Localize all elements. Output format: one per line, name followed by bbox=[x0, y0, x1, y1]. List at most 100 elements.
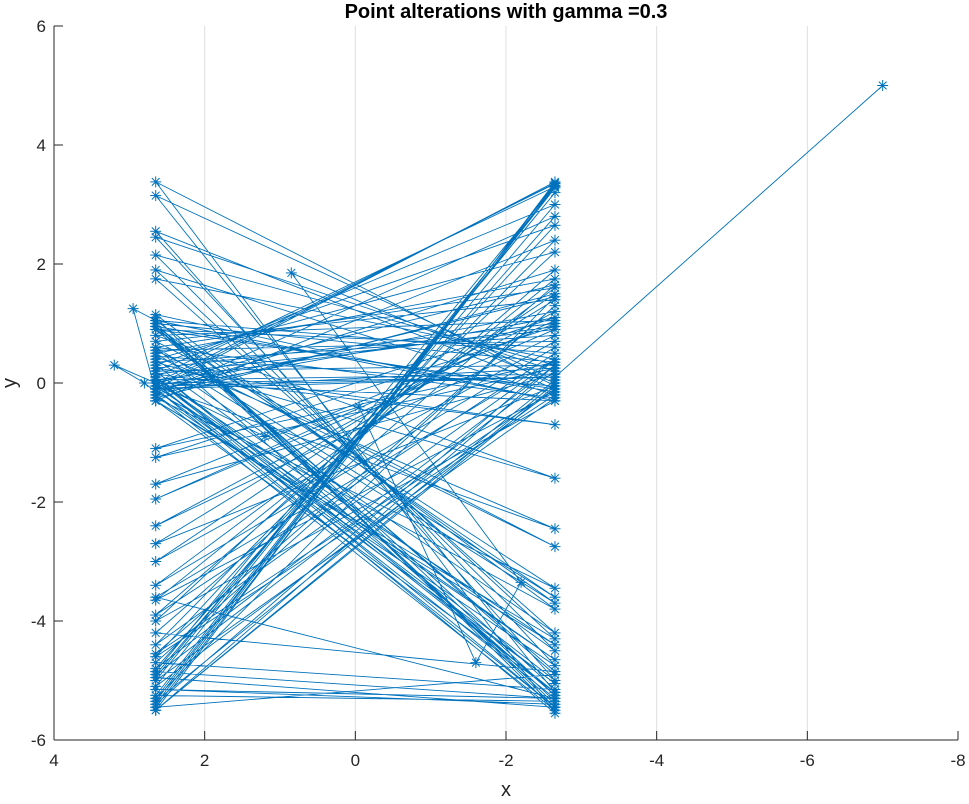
data-point bbox=[549, 582, 561, 594]
marker-stroke bbox=[151, 265, 160, 275]
x-tick-label: 4 bbox=[49, 751, 58, 770]
marker-stroke bbox=[550, 679, 560, 688]
marker-stroke bbox=[151, 494, 160, 504]
marker-stroke bbox=[151, 685, 160, 694]
marker-stroke bbox=[550, 628, 560, 638]
data-point bbox=[549, 219, 561, 231]
data-point bbox=[150, 520, 162, 532]
marker-stroke bbox=[550, 221, 560, 230]
data-point bbox=[150, 579, 162, 591]
data-point bbox=[150, 231, 162, 243]
marker-stroke bbox=[151, 628, 160, 638]
y-axis-label: y bbox=[0, 378, 21, 388]
data-point bbox=[549, 187, 561, 199]
marker-stroke bbox=[550, 331, 560, 340]
marker-stroke bbox=[550, 524, 560, 534]
marker-stroke bbox=[151, 343, 160, 352]
marker-stroke bbox=[550, 247, 560, 257]
marker-stroke bbox=[550, 301, 560, 310]
marker-stroke bbox=[151, 387, 160, 397]
marker-stroke bbox=[550, 200, 560, 209]
data-point bbox=[549, 335, 561, 347]
data-point bbox=[150, 627, 162, 639]
marker-stroke bbox=[550, 354, 560, 364]
data-point bbox=[150, 176, 162, 188]
y-tick-label: 2 bbox=[37, 255, 46, 274]
data-point bbox=[150, 323, 162, 335]
data-point bbox=[549, 654, 561, 666]
marker-stroke bbox=[151, 539, 160, 548]
data-point bbox=[549, 300, 561, 312]
data-point bbox=[150, 648, 162, 660]
marker-stroke bbox=[128, 304, 138, 313]
data-point bbox=[549, 603, 561, 615]
marker-stroke bbox=[550, 343, 560, 352]
data-point bbox=[150, 264, 162, 276]
marker-stroke bbox=[550, 274, 560, 284]
data-point bbox=[150, 356, 162, 368]
data-point bbox=[150, 675, 162, 686]
data-point bbox=[549, 472, 561, 484]
marker-stroke bbox=[550, 592, 560, 602]
data-point bbox=[549, 371, 561, 383]
marker-stroke bbox=[550, 396, 560, 406]
marker-stroke bbox=[550, 378, 560, 388]
marker-stroke bbox=[550, 313, 560, 322]
marker-stroke bbox=[550, 292, 560, 301]
data-point bbox=[549, 383, 561, 395]
marker-stroke bbox=[550, 584, 560, 593]
marker-stroke bbox=[151, 706, 160, 715]
data-point bbox=[549, 177, 561, 189]
y-tick-label: 4 bbox=[37, 136, 46, 155]
marker-stroke bbox=[151, 177, 160, 187]
x-tick-label: 0 bbox=[351, 751, 360, 770]
marker-stroke bbox=[151, 581, 160, 590]
data-point bbox=[150, 380, 162, 392]
marker-stroke bbox=[550, 322, 560, 331]
data-point bbox=[515, 576, 527, 588]
marker-stroke bbox=[550, 337, 560, 346]
marker-stroke bbox=[550, 349, 560, 358]
marker-stroke bbox=[151, 372, 160, 382]
marker-stroke bbox=[151, 640, 160, 650]
marker-stroke bbox=[151, 325, 160, 334]
marker-stroke bbox=[550, 703, 560, 712]
data-point bbox=[549, 279, 561, 291]
data-point bbox=[150, 442, 162, 454]
data-point bbox=[150, 365, 162, 377]
data-point bbox=[127, 303, 139, 315]
marker-stroke bbox=[550, 473, 560, 483]
data-point bbox=[150, 615, 162, 627]
marker-stroke bbox=[151, 351, 160, 361]
data-point bbox=[549, 541, 561, 553]
marker-stroke bbox=[550, 655, 560, 664]
axes: 4 2 0 -2 -4 -6 -8 -6 -4 -2 0 2 4 6 bbox=[31, 17, 966, 770]
marker-stroke bbox=[260, 432, 270, 441]
marker-stroke bbox=[151, 521, 160, 531]
y-tick-label: -6 bbox=[31, 731, 46, 750]
marker-stroke bbox=[151, 667, 160, 676]
data-series bbox=[108, 80, 889, 719]
data-point bbox=[150, 704, 162, 716]
marker-stroke bbox=[354, 402, 364, 412]
x-tick-label: -8 bbox=[950, 751, 965, 770]
data-point bbox=[150, 657, 162, 669]
marker-stroke bbox=[878, 81, 887, 90]
data-point bbox=[549, 341, 561, 353]
x-axis-label: x bbox=[501, 779, 511, 799]
marker-stroke bbox=[151, 557, 160, 566]
x-tick-label: -4 bbox=[649, 751, 664, 770]
data-point bbox=[150, 538, 162, 550]
data-point bbox=[285, 267, 297, 279]
marker-stroke bbox=[550, 384, 560, 394]
marker-stroke bbox=[151, 366, 160, 376]
marker-stroke bbox=[550, 688, 560, 697]
marker-stroke bbox=[550, 634, 560, 644]
marker-stroke bbox=[151, 274, 160, 284]
data-point bbox=[150, 190, 162, 202]
marker-stroke bbox=[151, 331, 160, 340]
data-point bbox=[549, 359, 561, 371]
marker-stroke bbox=[151, 191, 160, 200]
